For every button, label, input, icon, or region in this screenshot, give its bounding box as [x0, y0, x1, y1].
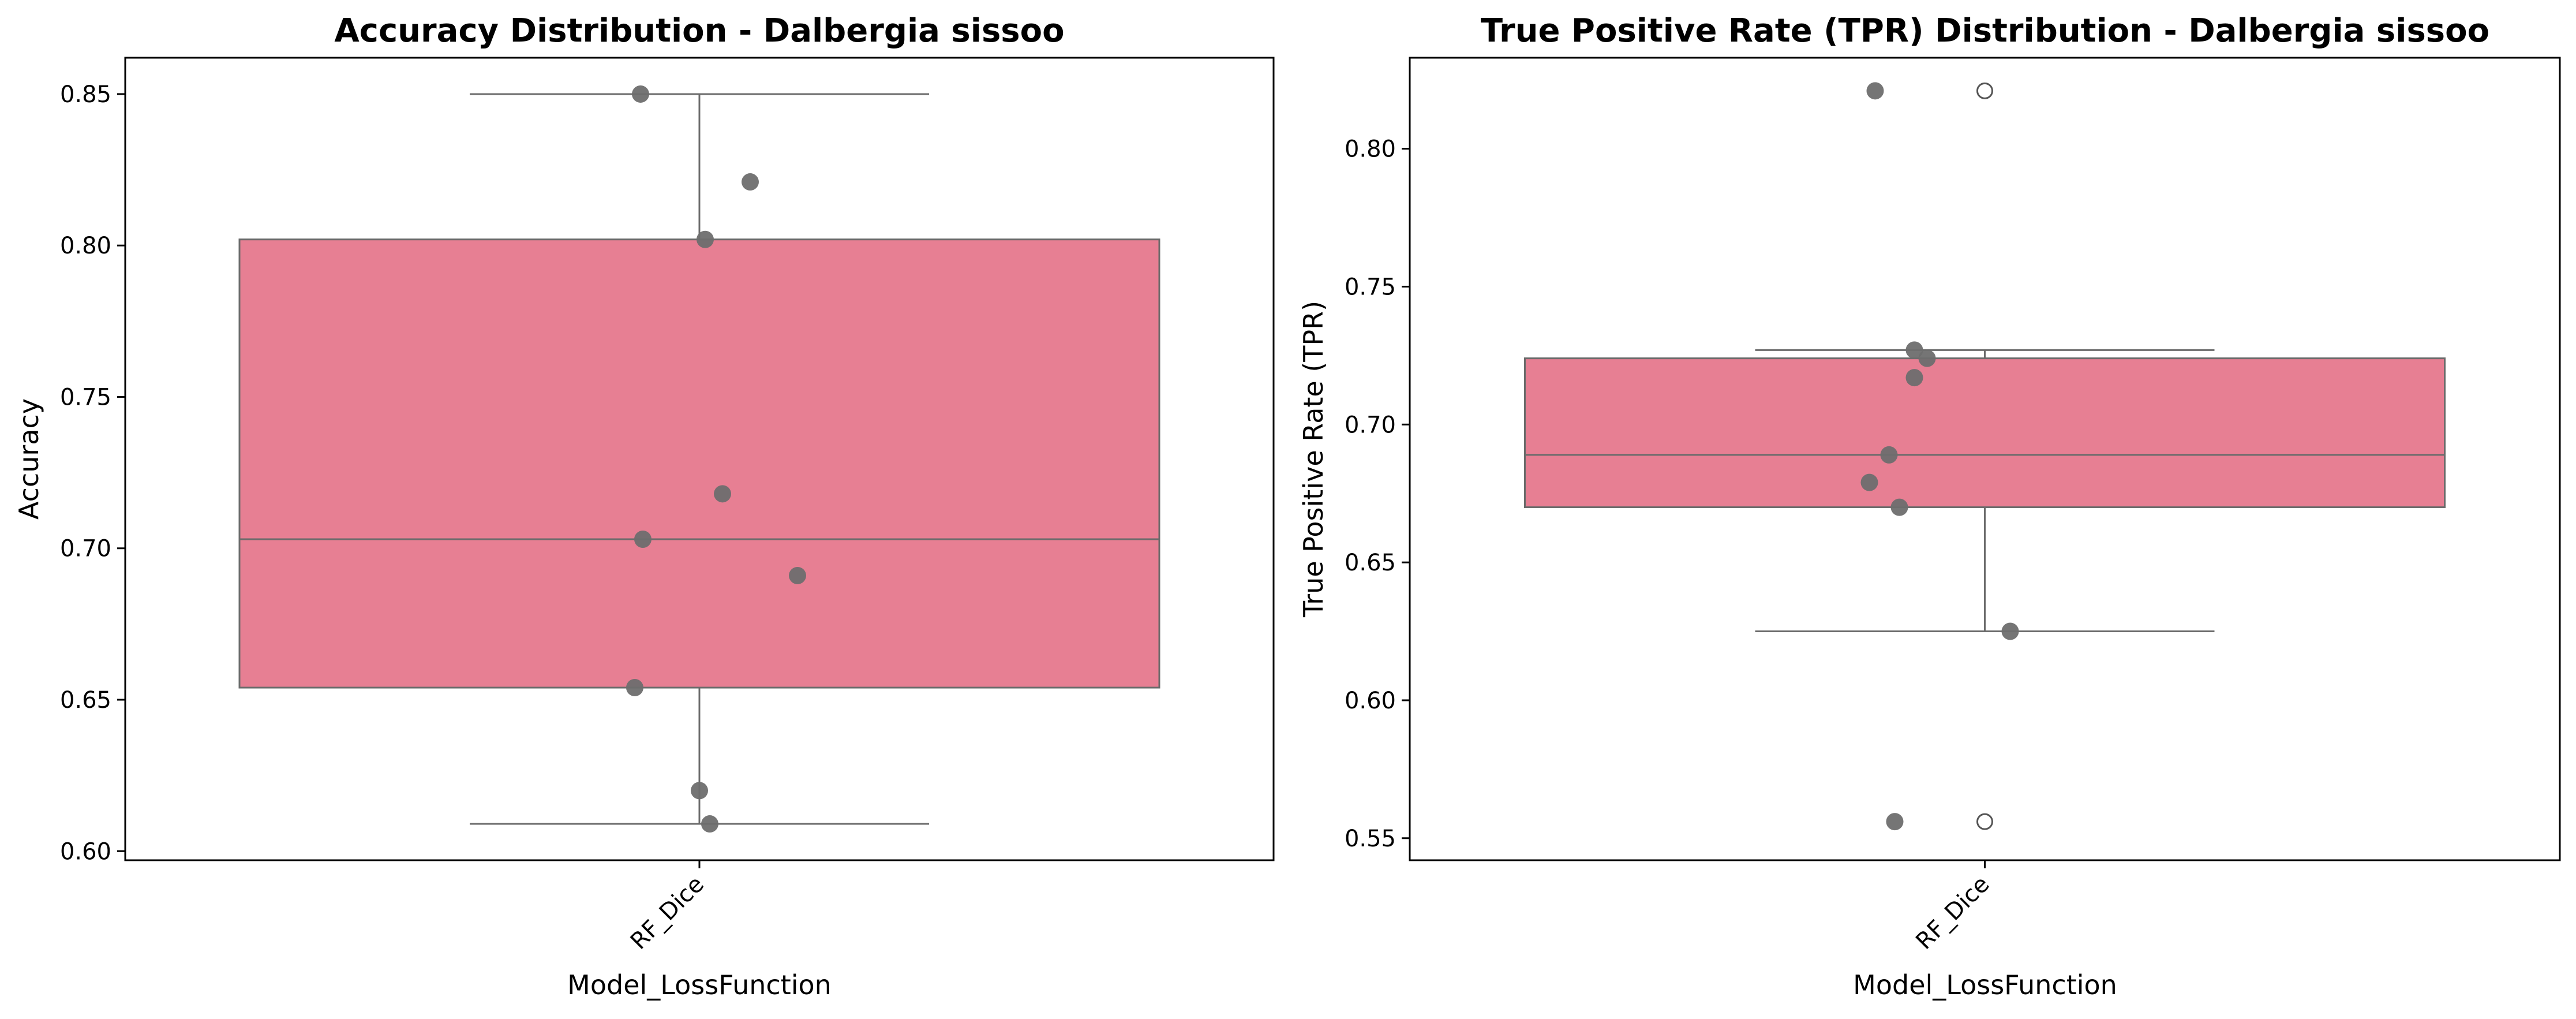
accuracy-x-ticks: RF_Dice: [626, 860, 709, 955]
box-iqr: [1524, 357, 2446, 509]
data-point: [1880, 446, 1898, 464]
data-point: [1890, 498, 1908, 516]
accuracy-y-axis-label: Accuracy: [13, 398, 44, 520]
y-tick-label: 0.70: [1345, 412, 1396, 438]
tpr-panel: True Positive Rate (TPR) Distribution - …: [1298, 12, 2561, 1001]
tpr-plot-area: [1524, 82, 2446, 831]
y-tick-label: 0.65: [1345, 550, 1396, 576]
tpr-y-axis-label: True Positive Rate (TPR): [1298, 301, 1329, 618]
data-point: [1860, 473, 1878, 491]
tpr-x-axis-label: Model_LossFunction: [1853, 969, 2117, 1001]
accuracy-panel: Accuracy Distribution - Dalbergia sissoo…: [13, 12, 1275, 1001]
data-point: [789, 566, 806, 584]
data-point: [701, 815, 718, 833]
data-point: [742, 173, 759, 191]
data-point: [1886, 813, 1904, 831]
y-tick-label: 0.65: [60, 687, 111, 714]
outlier-marker: [1976, 82, 1993, 99]
y-tick-label: 0.70: [60, 536, 111, 562]
data-point: [2001, 622, 2019, 640]
y-tick-label: 0.75: [1345, 274, 1396, 300]
tpr-x-ticks: RF_Dice: [1911, 860, 1995, 955]
accuracy-chart-title: Accuracy Distribution - Dalbergia sissoo: [334, 12, 1064, 50]
x-tick-label: RF_Dice: [1911, 871, 1994, 955]
tpr-chart-title: True Positive Rate (TPR) Distribution - …: [1481, 12, 2489, 50]
data-point: [632, 85, 649, 103]
box-iqr: [238, 238, 1160, 689]
y-tick-label: 0.55: [1345, 826, 1396, 852]
y-tick-label: 0.75: [60, 384, 111, 410]
data-point: [634, 531, 652, 548]
data-point: [1905, 369, 1923, 387]
accuracy-x-axis-label: Model_LossFunction: [567, 969, 832, 1001]
y-tick-label: 0.60: [60, 838, 111, 865]
outlier-marker: [1976, 813, 1993, 830]
y-tick-label: 0.60: [1345, 688, 1396, 714]
data-point: [1905, 341, 1923, 359]
tpr-y-ticks: 0.55 0.60 0.65 0.70 0.75 0.80: [1345, 136, 1410, 852]
y-tick-label: 0.85: [60, 81, 111, 108]
data-point: [691, 782, 708, 800]
data-point: [1918, 349, 1936, 367]
y-tick-label: 0.80: [60, 233, 111, 259]
data-point: [1866, 82, 1884, 100]
data-point: [626, 679, 643, 697]
accuracy-y-ticks: 0.60 0.65 0.70 0.75 0.80 0.85: [60, 81, 125, 865]
data-point: [714, 485, 731, 503]
data-point: [697, 230, 714, 248]
y-tick-label: 0.80: [1345, 136, 1396, 163]
x-tick-label: RF_Dice: [626, 871, 709, 955]
accuracy-plot-area: [238, 85, 1160, 833]
